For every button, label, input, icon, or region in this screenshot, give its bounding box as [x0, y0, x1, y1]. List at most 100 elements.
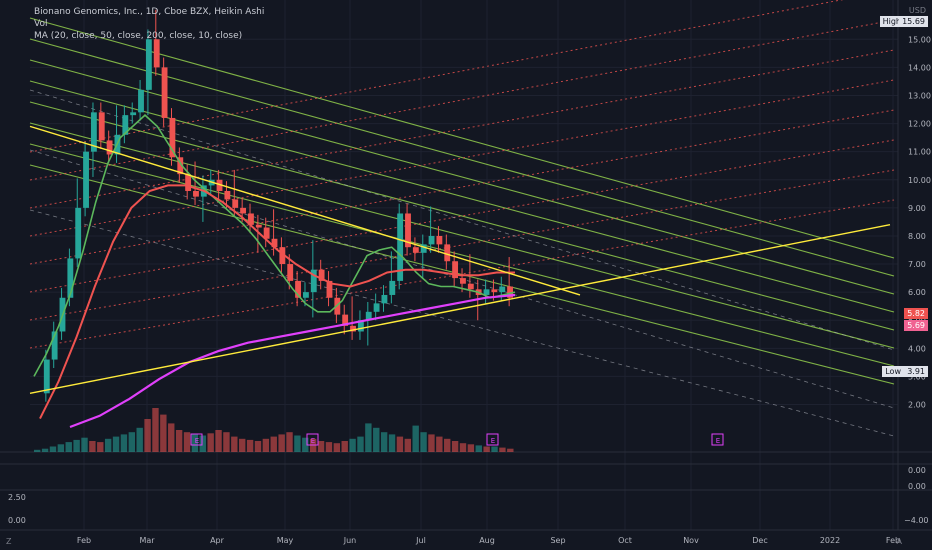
candle-body	[357, 320, 364, 332]
x-tick-label: Aug	[479, 536, 495, 545]
y-tick-label: 13.00	[908, 91, 931, 100]
candle-body	[373, 303, 380, 312]
candle-body	[224, 191, 231, 200]
candle-body	[460, 278, 466, 284]
volume-bar	[144, 419, 151, 452]
high-badge-label: High	[879, 16, 904, 27]
volume-bar	[388, 434, 396, 452]
fib-green-line	[29, 17, 895, 259]
candle-body	[51, 331, 58, 360]
volume-bar	[286, 432, 293, 452]
candle-body	[491, 289, 498, 293]
ma200-line	[69, 293, 516, 429]
axes: 15.00 14.00 13.00 12.00 11.00 10.00 9.00 8.00 7.…	[8, 35, 931, 545]
earnings-marker: E	[711, 433, 724, 446]
earnings-marker: E	[306, 433, 319, 446]
pane3-left-tick: 2.50	[8, 493, 26, 502]
dashed-channel-line	[29, 209, 895, 437]
y-tick-label: 12.00	[908, 120, 931, 129]
candle-body	[43, 359, 50, 394]
volume-bar	[175, 430, 183, 452]
volume-bar	[357, 436, 364, 452]
fib-green-line	[29, 59, 895, 295]
y-tick-label: 8.00	[908, 232, 926, 241]
x-tick-label: 2022	[820, 536, 840, 545]
volume-bar	[65, 442, 72, 452]
y-tick-label: 7.00	[908, 260, 926, 269]
candle-body	[467, 283, 474, 290]
candle-body	[326, 280, 333, 298]
earnings-box	[486, 433, 499, 446]
candle-body	[98, 112, 105, 141]
candle-body	[444, 244, 451, 262]
earnings-letter: E	[195, 437, 199, 445]
chart-legend: Bionano Genomics, Inc., 1D, Cboe BZX, He…	[34, 6, 264, 42]
candle-body	[193, 191, 199, 197]
pane3-right-tick: −4.00	[904, 516, 929, 525]
legend-title: Bionano Genomics, Inc., 1D, Cboe BZX, He…	[34, 7, 265, 17]
volume-bar	[160, 414, 167, 452]
candle-body	[130, 112, 137, 116]
pane3-left-tick: 0.00	[8, 516, 26, 525]
candle-body	[428, 235, 435, 245]
fib-dotted-line	[29, 109, 895, 265]
volume-bar	[254, 441, 262, 452]
volume-bar	[136, 427, 143, 452]
volume-bar	[223, 432, 230, 452]
candle-body	[452, 261, 459, 279]
volume-bar	[168, 423, 175, 452]
earnings-marker: E	[190, 433, 203, 446]
volume-bar	[451, 441, 459, 452]
candle-body	[507, 286, 513, 298]
volume-bar	[459, 443, 467, 452]
volume-bar	[507, 448, 514, 452]
auto-scale-button[interactable]: A	[896, 537, 902, 546]
earnings-letter: E	[716, 437, 720, 445]
candle-body	[420, 244, 427, 253]
x-tick-label: Dec	[752, 536, 767, 545]
candle-body	[279, 247, 286, 265]
volume-bar	[333, 443, 341, 452]
timezone-icon[interactable]: Z	[6, 537, 12, 546]
candle-body	[310, 269, 317, 293]
candle-body	[342, 314, 349, 326]
candle-body	[287, 264, 294, 281]
y-tick-label: 6.00	[908, 288, 926, 297]
dashed-channel-line	[29, 89, 895, 351]
fib-dotted-line	[29, 79, 895, 237]
y-tick-label: 4.00	[908, 344, 926, 353]
earnings-box	[306, 433, 319, 446]
candle-body	[106, 140, 113, 155]
candle-body	[255, 224, 262, 228]
earnings-box	[190, 433, 203, 446]
candle-body	[232, 199, 239, 208]
volume-layer	[34, 408, 514, 452]
candle-body	[90, 112, 97, 152]
candle-body	[145, 39, 152, 90]
volume-bar	[183, 432, 191, 452]
legend-volume: Vol	[34, 19, 48, 29]
volume-bar	[112, 436, 120, 452]
volume-bar	[380, 432, 388, 452]
volume-bar	[120, 434, 128, 452]
fib-green-line	[29, 143, 895, 367]
x-tick-label: Mar	[139, 536, 155, 545]
candle-body	[240, 207, 247, 214]
currency-label: USD	[908, 6, 926, 15]
ma50-line	[39, 184, 515, 420]
candle-body	[405, 213, 411, 248]
candle-body	[381, 294, 388, 304]
fib-green-line	[29, 122, 895, 349]
candle-body	[302, 292, 309, 298]
candle-body	[412, 247, 419, 253]
volume-bar	[278, 434, 285, 452]
volume-bar	[97, 442, 104, 452]
moving-averages	[33, 114, 516, 429]
candle-body	[153, 39, 160, 68]
candle-body	[389, 280, 396, 295]
candle-body	[216, 179, 223, 191]
pane1-tick: 0.00	[908, 466, 926, 475]
volume-bar	[317, 441, 325, 452]
